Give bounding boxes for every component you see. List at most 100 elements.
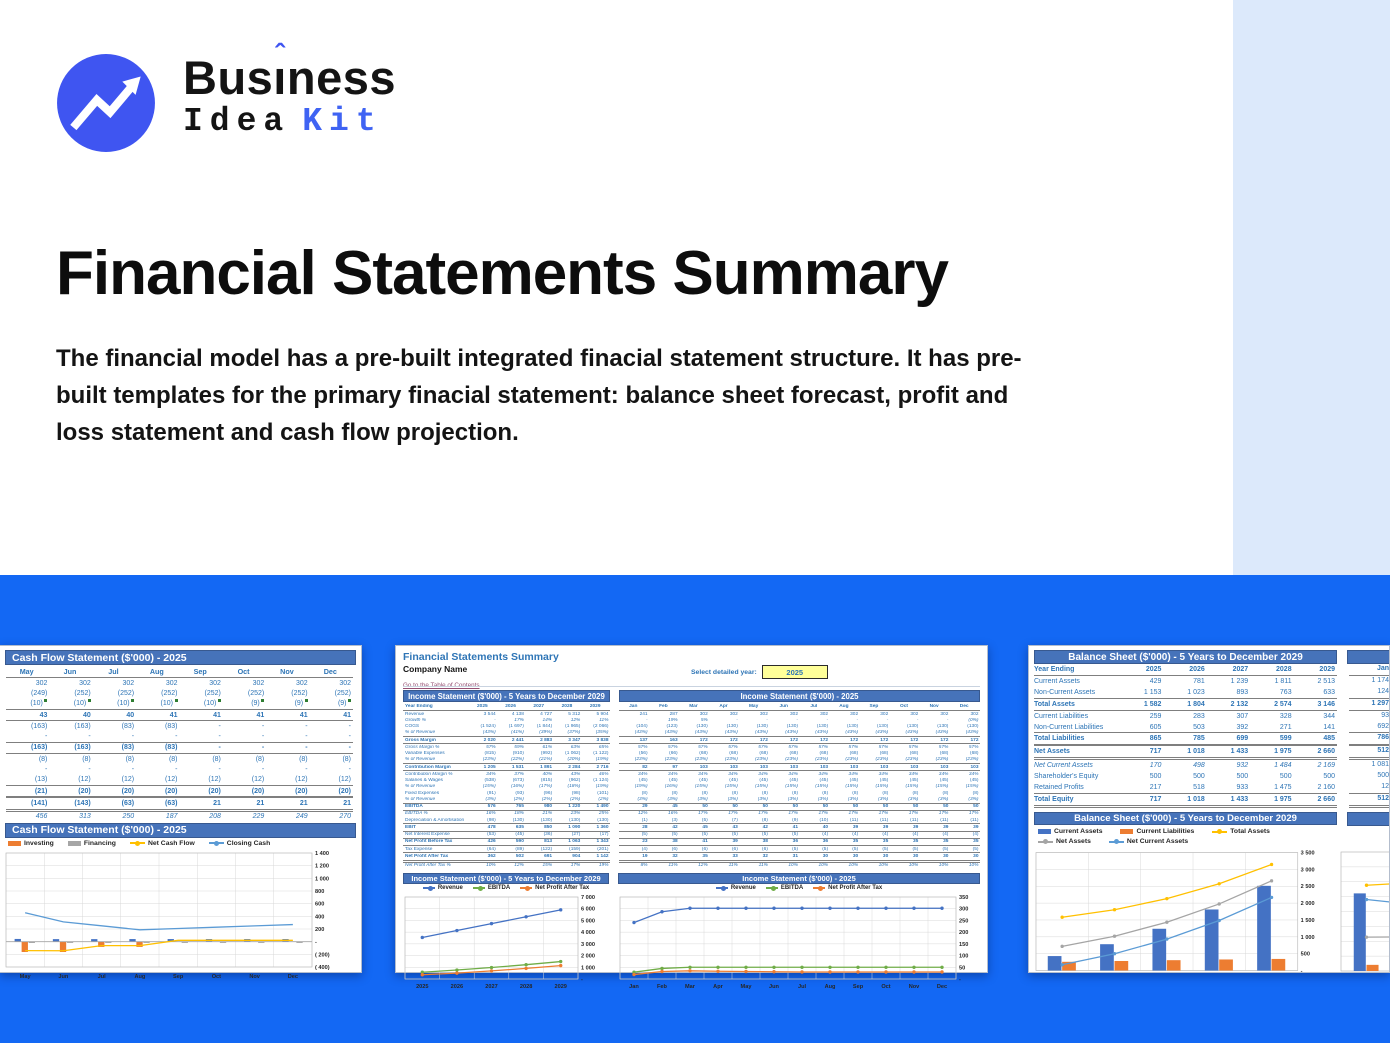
cell: 103 (940, 764, 949, 770)
cell: (12) (121, 776, 135, 784)
cell: 1 081 (1371, 761, 1389, 769)
cell: (45) (879, 778, 889, 784)
cell: 34% (968, 771, 979, 777)
cell: (5) (701, 832, 708, 838)
cell: 287 (669, 711, 678, 717)
cell: (9) (310, 700, 353, 707)
legend-line-swatch (129, 840, 145, 846)
cell: 39 (732, 839, 738, 845)
cell: (130) (726, 724, 738, 730)
cell: (1) (641, 817, 648, 823)
legend-marker (477, 885, 483, 891)
legend-marker (770, 885, 776, 891)
cell: 850 (544, 824, 553, 830)
cell: (43%) (634, 730, 648, 736)
brand-idea: Idea (183, 103, 291, 140)
cell: (41%) (511, 730, 524, 736)
cell: (3%) (938, 796, 949, 802)
column-header-row: May Jun Jul Aug Sep Oct Nov Dec (6, 665, 353, 678)
cell: 1 018 (1187, 748, 1205, 756)
cell: 172 (699, 737, 708, 743)
cell: (68) (789, 751, 798, 757)
cell: - (736, 717, 738, 723)
cell: 39 (882, 824, 889, 830)
cell: 172 (820, 737, 829, 743)
cell: - (946, 717, 949, 723)
column-header: 2029 (589, 703, 601, 709)
row-label: Total Liabilities (1034, 735, 1085, 743)
cell: 103 (789, 764, 798, 770)
cell: 170 (1149, 762, 1162, 770)
cell: 1 343 (596, 839, 609, 845)
column-header: Jun (63, 666, 77, 676)
cell: (5) (822, 846, 829, 852)
cell: (1 844) (536, 724, 553, 730)
cell: 50 (943, 804, 949, 810)
table-row: 302 302 302 302 302 302 302 302 (6, 678, 353, 688)
cell: (45) (909, 778, 919, 784)
cell: (64) (487, 846, 496, 852)
row-label: Contribution Margin % (405, 771, 453, 777)
table-row: 19 32 35 33 32 31 30 30 30 30 30 30 (619, 852, 980, 863)
cell: (10) (93, 700, 136, 707)
select-year-input[interactable]: 2025 (761, 665, 828, 679)
cell: - (348, 766, 351, 774)
legend-line-swatch (1212, 829, 1228, 835)
cell: 57% (968, 744, 979, 750)
cell: (23%) (935, 757, 949, 763)
svg-text:6 000: 6 000 (581, 906, 595, 912)
column-header: Jan (629, 703, 638, 709)
cell: (45) (819, 778, 829, 784)
cell: (45) (729, 778, 738, 784)
cell: (8) (942, 790, 949, 796)
cell: 41 (702, 839, 708, 845)
cell: (43%) (755, 730, 768, 736)
cell: 57% (728, 744, 738, 750)
cell: - (856, 717, 859, 723)
cell: 34% (878, 771, 889, 777)
legend-item: Current Assets (1038, 828, 1102, 835)
cell: 34% (486, 771, 496, 777)
cell: 1 811 (1274, 677, 1292, 685)
cell: 500 (1193, 773, 1205, 781)
cell: (130) (846, 724, 859, 730)
cell: 599 (1279, 735, 1292, 743)
column-header: Aug (839, 703, 849, 709)
legend-item: Net Current Assets (1108, 838, 1188, 845)
brand-name-top: Busı ˆ ness (183, 41, 396, 104)
legend-marker (1217, 829, 1223, 835)
cell: 103 (850, 764, 859, 770)
svg-text:2029: 2029 (554, 984, 566, 990)
column-header: 2025 (477, 703, 488, 709)
row-label: Current Liabilities (1034, 712, 1089, 720)
select-year-label: Select detailed year: (691, 668, 757, 676)
table-of-contents-link[interactable]: Go to the Table of Contents (403, 682, 480, 689)
table-row: 241 287 302 302 302 302 302 302 302 302 302 302 (619, 711, 980, 717)
table-row: (8) (8) (8) (8) (8) (8) (8) (8) (8) (8) (8) (8) (619, 790, 980, 796)
column-header: 2027 (1232, 666, 1249, 673)
cell: 59% (514, 744, 524, 750)
column-header: Nov (929, 703, 939, 709)
cell: 1 475 (1274, 783, 1292, 791)
brand-dotless-i: ı (273, 51, 287, 104)
svg-text:2 000: 2 000 (1301, 901, 1315, 907)
cell: 57% (668, 744, 678, 750)
svg-text:1 400: 1 400 (315, 851, 329, 857)
cell: 41 (299, 711, 308, 719)
cell: (21%) (539, 757, 553, 763)
cell: (45) (969, 778, 979, 784)
cell: 172 (940, 737, 949, 743)
cell: 786 (1349, 732, 1389, 746)
cell: 124 (1377, 687, 1389, 695)
cell: (43%) (694, 730, 708, 736)
cell: (11) (849, 817, 859, 823)
table-row: Shareholder's Equity 500 500 500 500 500 (1034, 771, 1337, 782)
cell: 32 (672, 853, 678, 859)
cell: 456 (35, 813, 48, 821)
cell: 10% (818, 863, 829, 869)
legend-line-swatch (520, 885, 533, 891)
cell: 34% (848, 771, 859, 777)
cell: (10) (6, 700, 49, 707)
cell: (8) (255, 755, 265, 763)
